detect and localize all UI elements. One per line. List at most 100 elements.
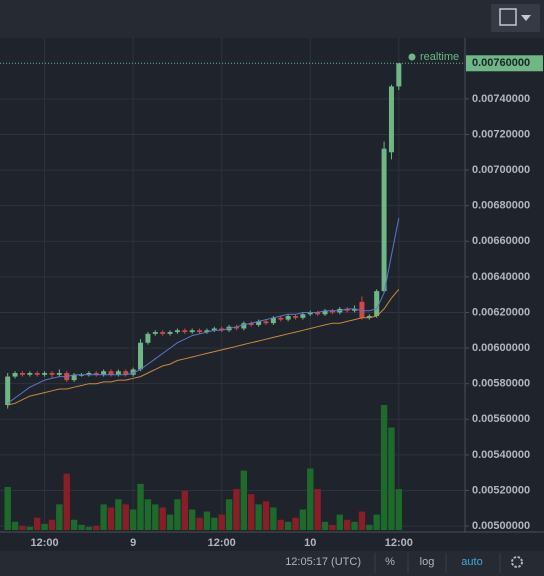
candle-body bbox=[160, 332, 166, 334]
volume-bar bbox=[189, 509, 196, 530]
volume-bar bbox=[41, 523, 48, 530]
auto-button[interactable]: auto bbox=[461, 556, 482, 568]
y-tick-label: 0.00580000 bbox=[472, 378, 530, 390]
y-tick-label: 0.00680000 bbox=[472, 200, 530, 212]
y-tick-label: 0.00640000 bbox=[472, 271, 530, 283]
candle-body bbox=[322, 310, 328, 315]
volume-bar bbox=[358, 511, 366, 530]
volume-bar bbox=[284, 521, 292, 530]
y-tick-label: 0.00700000 bbox=[472, 164, 530, 176]
volume-bar bbox=[248, 494, 255, 530]
volume-bar bbox=[174, 499, 181, 530]
candle-body bbox=[5, 376, 11, 406]
moving-average-line bbox=[7, 218, 400, 404]
x-tick-label: 12:00 bbox=[31, 537, 59, 549]
candle-body bbox=[71, 374, 77, 381]
candle-body bbox=[42, 373, 48, 375]
realtime-dot bbox=[408, 53, 416, 61]
candle-body bbox=[204, 330, 210, 333]
y-tick-label: 0.00600000 bbox=[472, 342, 530, 354]
y-tick-label: 0.00500000 bbox=[472, 520, 530, 532]
volume-bar bbox=[307, 468, 314, 530]
volume-bar bbox=[336, 514, 343, 530]
clock: 12:05:17 (UTC) bbox=[285, 556, 361, 568]
volume-bar bbox=[395, 489, 403, 530]
candle-body bbox=[115, 371, 121, 375]
volume-bar bbox=[270, 507, 277, 530]
volume-bar bbox=[166, 514, 174, 530]
candle-body bbox=[381, 148, 387, 292]
dropdown-arrow bbox=[521, 15, 531, 21]
volume-bar bbox=[240, 470, 248, 530]
last-price-box bbox=[466, 55, 543, 72]
candle-body bbox=[278, 317, 284, 320]
x-tick-label: 10 bbox=[304, 537, 316, 549]
candle-body bbox=[138, 342, 144, 370]
candle-body bbox=[248, 323, 254, 325]
candle-body bbox=[211, 328, 217, 331]
y-tick-label: 0.00660000 bbox=[472, 235, 530, 247]
volume-bar bbox=[225, 499, 233, 530]
volume-bar bbox=[351, 521, 358, 530]
volume-bar bbox=[159, 507, 166, 530]
volume-bar bbox=[314, 489, 321, 530]
candle-body bbox=[174, 330, 180, 333]
volume-bar bbox=[85, 526, 93, 530]
y-tick-label: 0.00540000 bbox=[472, 449, 530, 461]
volume-bar bbox=[70, 519, 78, 530]
volume-bar bbox=[380, 405, 388, 530]
volume-bar bbox=[321, 521, 329, 530]
percent-button[interactable]: % bbox=[385, 556, 395, 568]
candle-body bbox=[86, 373, 92, 375]
candle-body bbox=[270, 317, 276, 324]
volume-bar bbox=[277, 519, 284, 530]
candle-body bbox=[329, 310, 335, 313]
moving-average-line bbox=[7, 288, 400, 406]
volume-bar bbox=[343, 519, 351, 530]
volume-bar bbox=[144, 499, 152, 530]
candle-body bbox=[152, 332, 158, 334]
y-tick-label: 0.00620000 bbox=[472, 306, 530, 318]
volume-bar bbox=[93, 525, 100, 530]
candle-body bbox=[167, 332, 173, 334]
volume-bar bbox=[218, 514, 225, 530]
candle-body bbox=[293, 316, 299, 318]
volume-bar bbox=[4, 486, 11, 530]
x-tick-label: 12:00 bbox=[208, 537, 236, 549]
candle-body bbox=[315, 312, 321, 315]
volume-bar bbox=[34, 517, 41, 530]
x-tick-label: 9 bbox=[130, 537, 136, 549]
volume-bar bbox=[137, 483, 144, 530]
candle-body bbox=[145, 333, 151, 343]
candle-body bbox=[101, 371, 107, 375]
candle-body bbox=[130, 369, 136, 375]
status-bar bbox=[0, 551, 544, 576]
candle-body bbox=[197, 330, 203, 333]
candle-body bbox=[285, 316, 291, 320]
volume-bar bbox=[233, 489, 240, 530]
candle-body bbox=[219, 328, 225, 331]
volume-bar bbox=[107, 507, 115, 530]
volume-bar bbox=[255, 504, 262, 530]
volume-bar bbox=[373, 514, 380, 530]
candle-body bbox=[256, 321, 262, 325]
y-tick-label: 0.00560000 bbox=[472, 413, 530, 425]
volume-bar bbox=[26, 526, 34, 530]
candle-body bbox=[263, 321, 269, 324]
log-button[interactable]: log bbox=[420, 556, 435, 568]
volume-bar bbox=[100, 504, 107, 530]
candle-body bbox=[27, 373, 33, 375]
volume-bar bbox=[48, 519, 56, 530]
volume-bar bbox=[203, 511, 211, 530]
x-tick-label: 12:00 bbox=[385, 537, 413, 549]
candle-body bbox=[108, 371, 114, 375]
volume-bar bbox=[292, 517, 299, 530]
y-tick-label: 0.00720000 bbox=[472, 128, 530, 140]
candle-body bbox=[241, 323, 247, 329]
candle-body bbox=[307, 312, 313, 315]
square-icon bbox=[499, 8, 517, 26]
candle-body bbox=[344, 308, 350, 311]
candle-body bbox=[19, 373, 25, 375]
settings-button[interactable] bbox=[511, 556, 523, 568]
